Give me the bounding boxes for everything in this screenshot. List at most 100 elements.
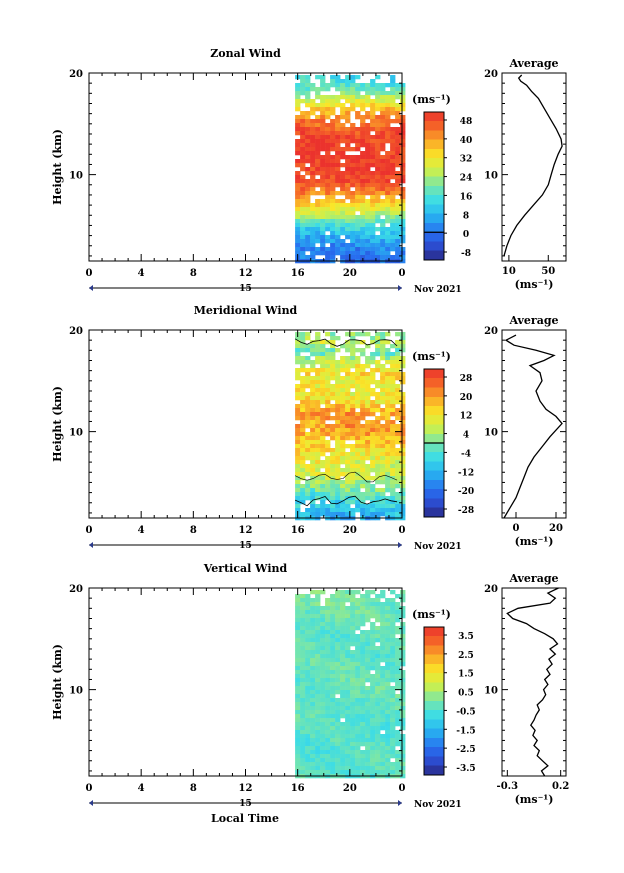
heatmap-cells xyxy=(295,75,406,264)
colorbar-tick-label: 1.5 xyxy=(458,670,474,680)
colorbar-tick-label: -2.5 xyxy=(456,745,475,755)
y-tick-label: 10 xyxy=(69,686,83,697)
colorbar-unit: (ms⁻¹) xyxy=(412,608,451,621)
colorbar-tick-label: -0.5 xyxy=(456,707,475,717)
colorbar-tick-label: 32 xyxy=(460,155,473,165)
profile-x-tick-label: 50 xyxy=(541,266,555,277)
heatmap-cells xyxy=(295,590,406,779)
profile-y-tick-label: 20 xyxy=(484,69,498,80)
colorbar-tick-label: 4 xyxy=(463,431,469,441)
profile-frame xyxy=(501,587,567,777)
colorbar xyxy=(423,626,445,776)
profile-x-tick-label: 0.2 xyxy=(552,781,569,792)
x-tick-label: 12 xyxy=(239,783,253,794)
x-tick-label: 8 xyxy=(190,268,197,279)
x-tick-label: 16 xyxy=(291,525,305,536)
profile-x-tick-label: 20 xyxy=(549,523,563,534)
profile-unit: (ms⁻¹) xyxy=(515,278,554,291)
zero-contour xyxy=(294,471,398,483)
figure-xlabel: Local Time xyxy=(211,812,279,825)
profile-unit: (ms⁻¹) xyxy=(515,793,554,806)
profile-y-tick-label: 10 xyxy=(484,686,498,697)
day-line-end xyxy=(398,542,402,548)
x-tick-label: 4 xyxy=(138,268,145,279)
day-label: 15 xyxy=(239,799,252,809)
date-label: Nov 2021 xyxy=(414,800,462,810)
colorbar-tick-label: 16 xyxy=(460,192,473,202)
profile-title: Average xyxy=(508,57,558,70)
profile-frame xyxy=(501,72,567,262)
x-tick-label: 20 xyxy=(343,525,357,536)
panel-1: Meridional Wind 20 10 Height (km) 0 4 8 12 16 20 0… xyxy=(51,304,567,552)
x-tick-label: 4 xyxy=(138,525,145,536)
y-tick-label: 20 xyxy=(69,326,83,337)
profile-x-tick-label: 0 xyxy=(513,523,520,534)
day-line-start xyxy=(89,542,93,548)
colorbar-unit: (ms⁻¹) xyxy=(412,350,451,363)
colorbar-tick-label: -1.5 xyxy=(456,726,475,736)
y-axis-label: Height (km) xyxy=(51,129,64,205)
colorbar-tick-label: -20 xyxy=(458,487,474,497)
x-tick-label: 0 xyxy=(399,268,406,279)
colorbar-tick-label: -12 xyxy=(458,468,474,478)
profile-x-tick-label: -0.3 xyxy=(497,781,519,792)
x-tick-label: 8 xyxy=(190,783,197,794)
colorbar-tick-label: -4 xyxy=(461,449,471,459)
colorbar-tick-label: 48 xyxy=(460,117,473,127)
x-tick-label: 20 xyxy=(343,268,357,279)
x-tick-label: 12 xyxy=(239,525,253,536)
x-tick-label: 16 xyxy=(291,268,305,279)
colorbar-tick-label: 3.5 xyxy=(458,632,474,642)
profile-line xyxy=(506,587,559,777)
profile-line xyxy=(503,334,563,519)
colorbar-unit: (ms⁻¹) xyxy=(412,93,451,106)
profile-y-tick-label: 10 xyxy=(484,171,498,182)
y-tick-label: 10 xyxy=(69,428,83,439)
panel-title: Meridional Wind xyxy=(194,304,298,317)
x-tick-label: 0 xyxy=(86,783,93,794)
x-tick-label: 16 xyxy=(291,783,305,794)
profile-title: Average xyxy=(508,314,558,327)
profile-line xyxy=(503,74,563,257)
x-tick-label: 8 xyxy=(190,525,197,536)
colorbar-tick-label: 20 xyxy=(460,393,473,403)
colorbar-tick-label: 2.5 xyxy=(458,651,474,661)
x-tick-label: 12 xyxy=(239,268,253,279)
y-tick-label: 20 xyxy=(69,69,83,80)
colorbar-tick-label: 40 xyxy=(460,136,473,146)
panel-2: Vertical Wind 20 10 Height (km) 0 4 8 12 16 20 0 15… xyxy=(51,562,569,810)
profile-y-tick-label: 10 xyxy=(484,428,498,439)
colorbar-tick-label: 28 xyxy=(460,374,473,384)
colorbar-tick-label: 0 xyxy=(463,230,469,240)
colorbar xyxy=(423,111,445,261)
zero-contour xyxy=(294,338,398,347)
y-tick-label: 20 xyxy=(69,584,83,595)
profile-title: Average xyxy=(508,572,558,585)
day-line-start xyxy=(89,800,93,806)
y-axis-label: Height (km) xyxy=(51,386,64,462)
colorbar-tick-label: -8 xyxy=(461,249,471,259)
day-label: 15 xyxy=(239,284,252,294)
x-tick-label: 0 xyxy=(86,525,93,536)
zero-contour xyxy=(294,495,398,507)
date-label: Nov 2021 xyxy=(414,542,462,552)
panel-title: Vertical Wind xyxy=(203,562,288,575)
profile-frame xyxy=(501,329,567,519)
panel-title: Zonal Wind xyxy=(210,47,281,60)
y-axis-label: Height (km) xyxy=(51,644,64,720)
profile-y-tick-label: 20 xyxy=(484,584,498,595)
profile-y-tick-label: 20 xyxy=(484,326,498,337)
colorbar-tick-label: -3.5 xyxy=(456,764,475,774)
date-label: Nov 2021 xyxy=(414,285,462,295)
x-tick-label: 0 xyxy=(399,525,406,536)
day-line-start xyxy=(89,285,93,291)
day-line-end xyxy=(398,800,402,806)
y-tick-label: 10 xyxy=(69,171,83,182)
x-tick-label: 20 xyxy=(343,783,357,794)
heatmap-cells xyxy=(295,332,406,521)
day-line-end xyxy=(398,285,402,291)
colorbar-tick-label: 12 xyxy=(460,412,473,422)
x-tick-label: 0 xyxy=(86,268,93,279)
